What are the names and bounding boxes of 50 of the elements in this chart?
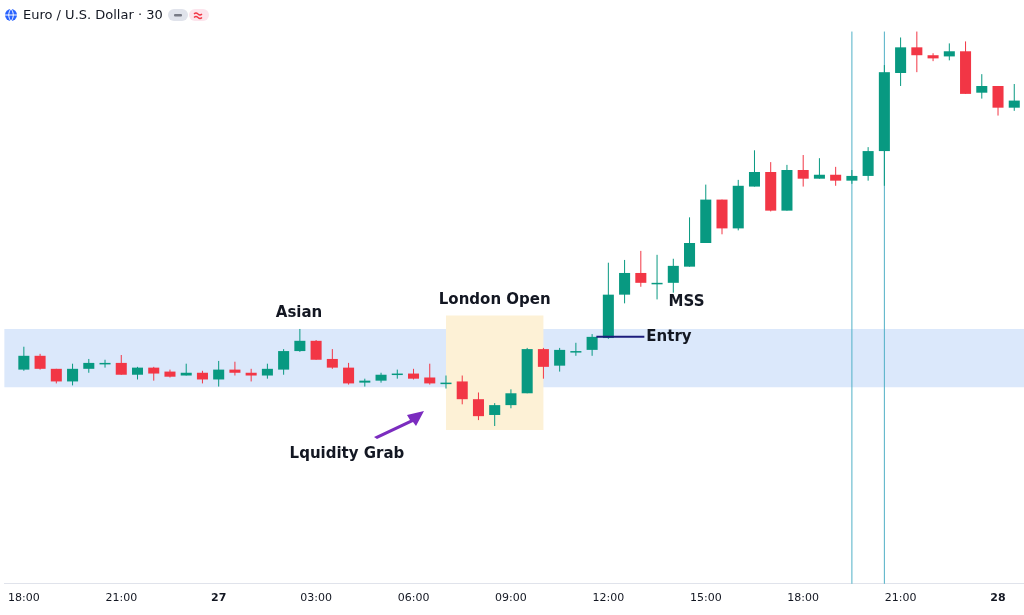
candlestick: [813, 157, 825, 180]
candlestick: [846, 169, 858, 185]
candlestick: [456, 375, 468, 405]
candlestick: [992, 85, 1004, 117]
x-tick-label: 15:00: [689, 591, 722, 605]
candlestick: [326, 348, 338, 370]
candlestick: [115, 354, 127, 376]
x-tick-label: 18:00: [787, 591, 820, 605]
x-tick-label: 27: [211, 591, 227, 605]
candlestick: [537, 347, 549, 380]
candlestick: [489, 402, 501, 427]
candlestick: [554, 347, 566, 373]
candlestick: [310, 339, 322, 361]
candlestick: [684, 216, 696, 268]
chart-title: Euro / U.S. Dollar · 30: [23, 7, 163, 22]
x-tick-label: 21:00: [884, 591, 917, 605]
x-tick-label: 18:00: [8, 591, 40, 605]
candlestick: [797, 154, 809, 188]
annotation: Asian: [275, 303, 323, 322]
text: Lquidity Grab: [289, 444, 405, 463]
candlestick: [67, 363, 79, 386]
candlestick: [976, 73, 988, 100]
candlestick: [748, 149, 760, 188]
x-tick-label: 21:00: [105, 591, 138, 605]
candlestick: [619, 259, 631, 304]
candlestick: [229, 361, 241, 377]
candlestick: [1008, 83, 1020, 112]
x-tick-label: 06:00: [397, 591, 430, 605]
candlestick: [570, 342, 582, 357]
ref-line-label: Entry: [646, 326, 692, 345]
band-label: London Open: [438, 289, 551, 308]
candlestick: [911, 31, 923, 73]
candlestick: [294, 328, 306, 353]
x-tick-label: 03:00: [300, 591, 332, 605]
candlestick: [278, 348, 290, 376]
x-tick-label: 12:00: [592, 591, 625, 605]
candlestick: [830, 166, 842, 187]
candlestick: [424, 363, 436, 386]
annotation: MSS: [668, 292, 705, 311]
candlestick: [635, 250, 647, 288]
candlestick: [343, 362, 355, 386]
candlestick: [213, 360, 225, 388]
candlestick: [667, 258, 679, 294]
candlestick: [927, 52, 939, 62]
candlestick: [505, 388, 517, 409]
x-tick-label: 09:00: [495, 591, 527, 605]
candlestick: [18, 346, 30, 372]
candlestick: [586, 333, 598, 357]
x-tick-label: 28: [990, 591, 1006, 605]
candlestick: [472, 391, 484, 421]
